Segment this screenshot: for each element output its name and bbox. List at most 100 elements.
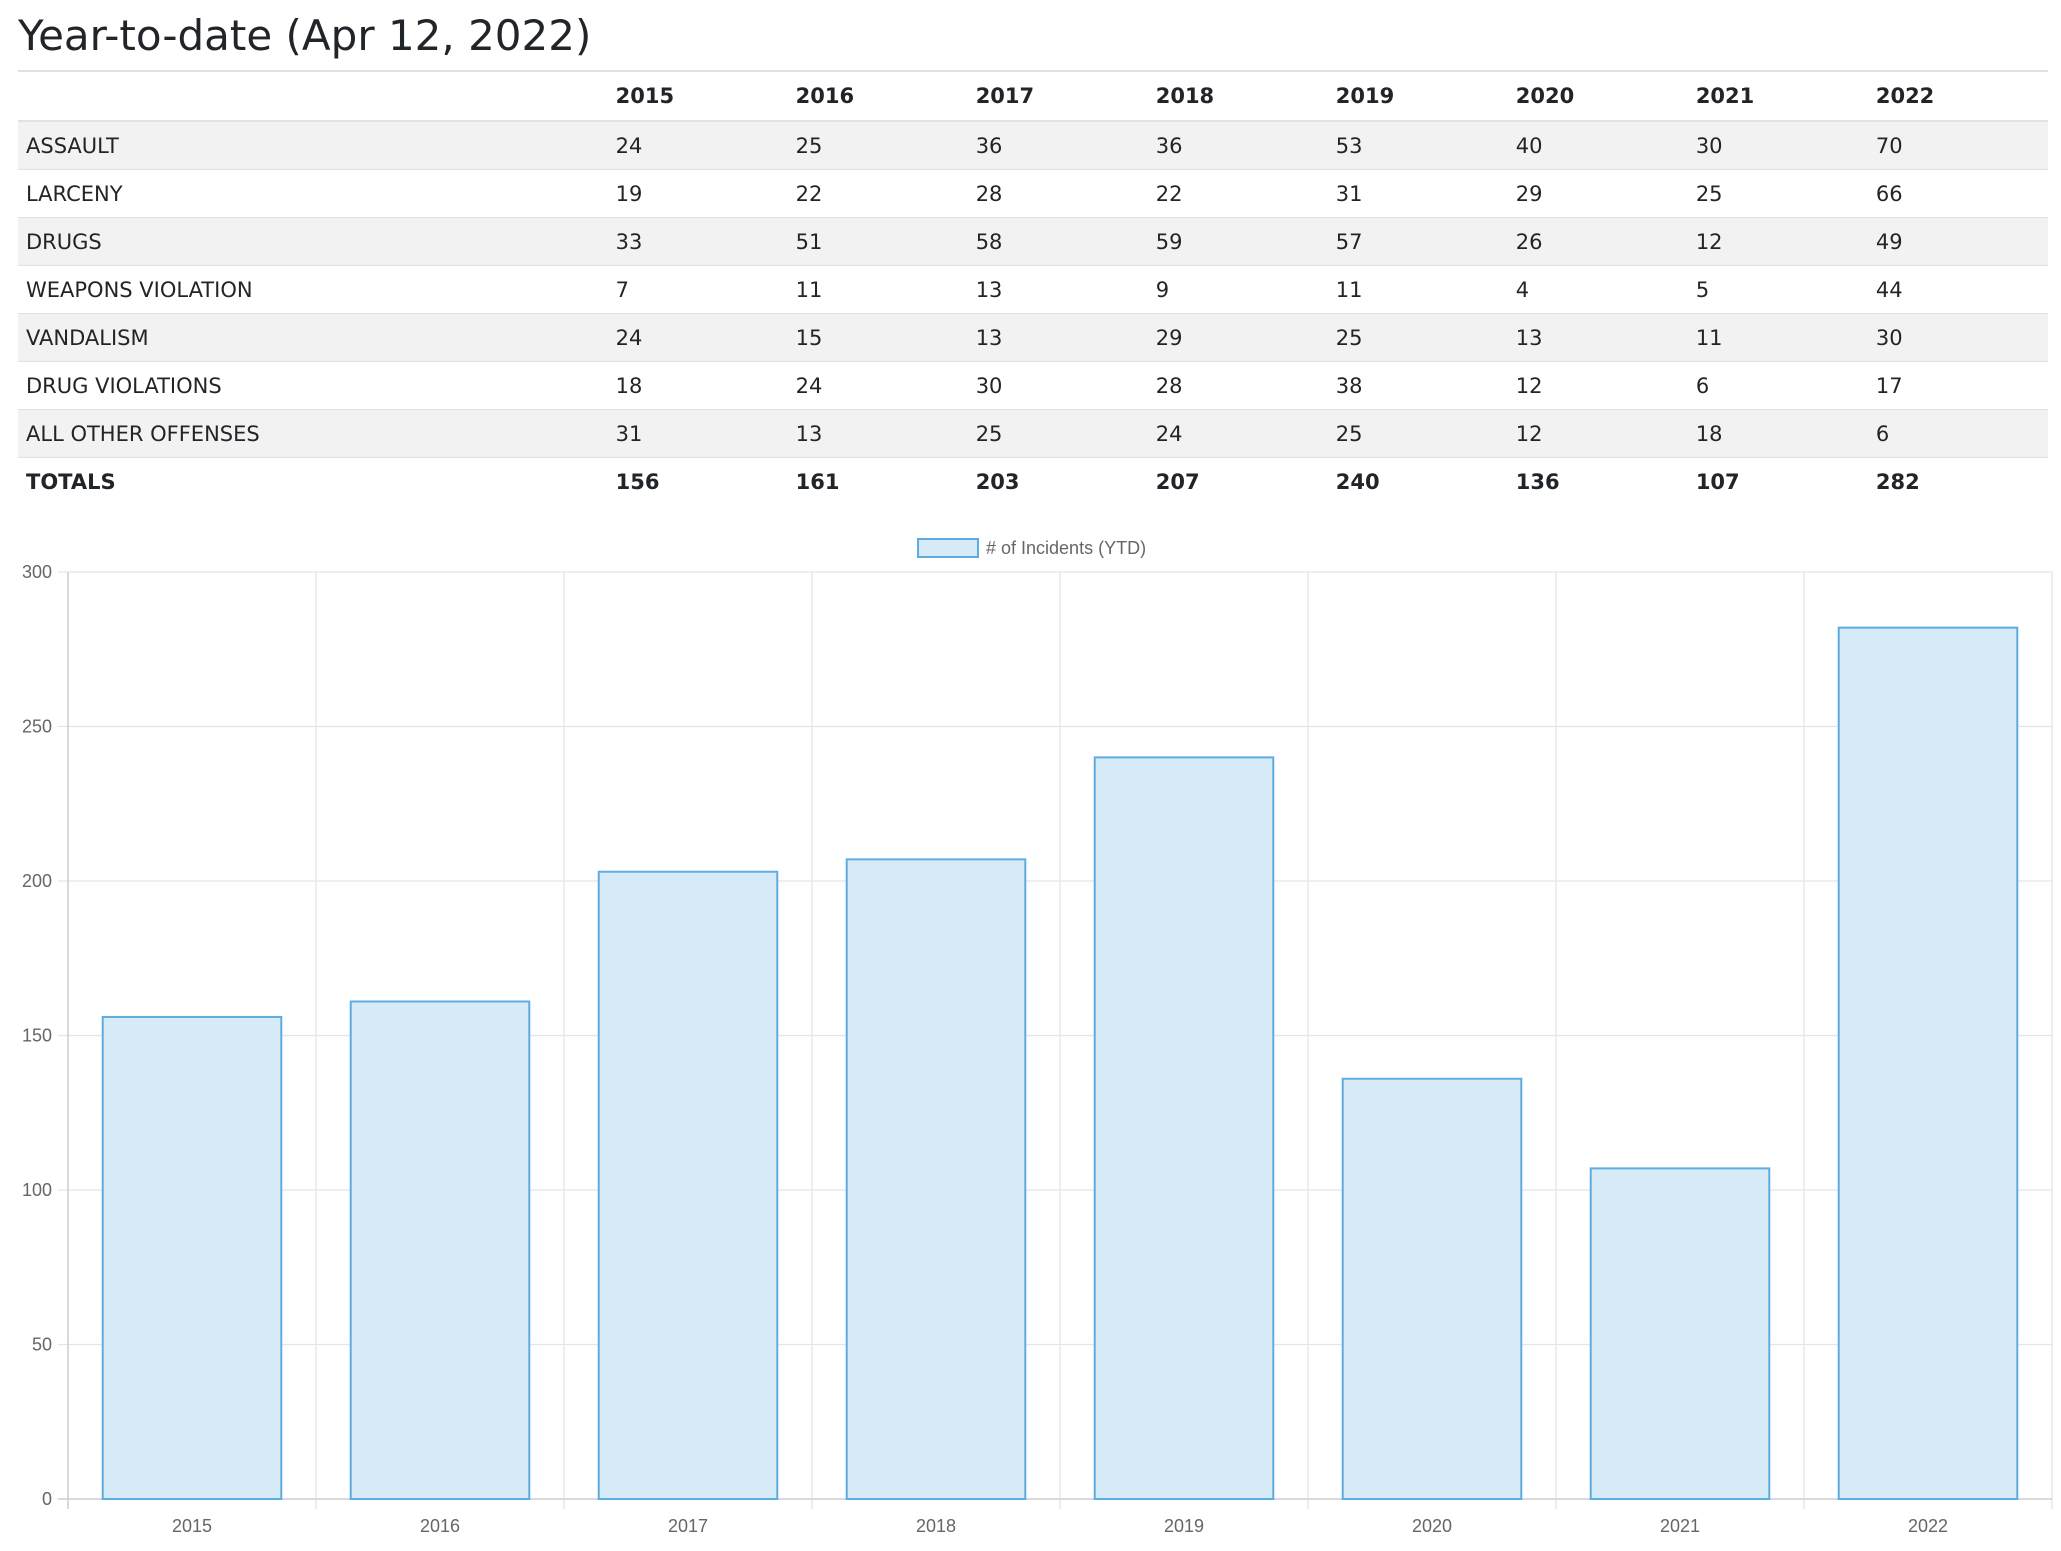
bar-2017[interactable]: [597, 870, 779, 1501]
table-cell: 30: [1867, 313, 2048, 362]
table-cell: 22: [787, 169, 968, 218]
table-cell: 12: [1507, 409, 1688, 458]
table-cell: 70: [1867, 120, 2048, 170]
legend-swatch[interactable]: [917, 538, 979, 558]
table-cell: 11: [1687, 313, 1868, 362]
totals-cell: 107: [1687, 457, 1868, 505]
totals-cell: 282: [1867, 457, 2048, 505]
totals-cell: 156: [607, 457, 788, 505]
table-row: VANDALISM 24 15 13 29 25 13 11 30: [18, 313, 2048, 362]
row-label: ALL OTHER OFFENSES: [18, 409, 608, 458]
table-row: WEAPONS VIOLATION 7 11 13 9 11 4 5 44: [18, 265, 2048, 314]
x-tick-label: 2022: [1908, 1516, 1948, 1536]
table-cell: 13: [967, 265, 1148, 314]
table-cell: 18: [607, 361, 788, 410]
table-cell: 25: [1327, 409, 1508, 458]
totals-cell: 136: [1507, 457, 1688, 505]
table-row: ASSAULT 24 25 36 36 53 40 30 70: [18, 120, 2048, 170]
table-cell: 25: [967, 409, 1148, 458]
y-tick-label: 0: [42, 1489, 52, 1509]
x-tick-label: 2020: [1412, 1516, 1452, 1536]
column-header-2017: 2017: [967, 70, 1148, 122]
totals-row: TOTALS 156 161 203 207 240 136 107 282: [18, 457, 2048, 505]
totals-cell: 161: [787, 457, 968, 505]
table-header-row: 2015 2016 2017 2018 2019 2020 2021 2022: [18, 70, 2048, 122]
bar-2015[interactable]: [101, 1015, 283, 1500]
table-cell: 58: [967, 217, 1148, 266]
table-cell: 59: [1147, 217, 1328, 266]
y-tick-label: 200: [22, 871, 52, 891]
bar-2021[interactable]: [1589, 1167, 1771, 1500]
y-tick-label: 250: [22, 717, 52, 737]
table-cell: 12: [1687, 217, 1868, 266]
table-cell: 24: [1147, 409, 1328, 458]
x-tick-label: 2019: [1164, 1516, 1204, 1536]
table-cell: 25: [787, 120, 968, 170]
totals-cell: 207: [1147, 457, 1328, 505]
column-header-2019: 2019: [1327, 70, 1508, 122]
row-label: LARCENY: [18, 169, 608, 218]
table-cell: 31: [1327, 169, 1508, 218]
page-title: Year-to-date (Apr 12, 2022): [18, 11, 592, 60]
table-cell: 25: [1687, 169, 1868, 218]
table-cell: 4: [1507, 265, 1688, 314]
column-header-2022: 2022: [1867, 70, 2048, 122]
table-cell: 11: [787, 265, 968, 314]
table-cell: 51: [787, 217, 968, 266]
table-cell: 38: [1327, 361, 1508, 410]
row-label: ASSAULT: [18, 120, 608, 170]
table-cell: 28: [967, 169, 1148, 218]
table-row: DRUGS 33 51 58 59 57 26 12 49: [18, 217, 2048, 266]
table-cell: 25: [1327, 313, 1508, 362]
table-cell: 49: [1867, 217, 2048, 266]
y-tick-label: 100: [22, 1180, 52, 1200]
table-cell: 29: [1147, 313, 1328, 362]
table-body: ASSAULT 24 25 36 36 53 40 30 70 LARCENY 19 22 28 22 31…: [18, 120, 2048, 505]
table-cell: 6: [1867, 409, 2048, 458]
bar-2016[interactable]: [349, 1000, 531, 1500]
bar-2019[interactable]: [1093, 756, 1275, 1500]
table-cell: 44: [1867, 265, 2048, 314]
column-header-category: [18, 70, 608, 122]
x-tick-label: 2018: [916, 1516, 956, 1536]
table-cell: 13: [967, 313, 1148, 362]
bar-2020[interactable]: [1341, 1077, 1523, 1500]
table-cell: 17: [1867, 361, 2048, 410]
table-cell: 22: [1147, 169, 1328, 218]
table-cell: 19: [607, 169, 788, 218]
y-tick-label: 300: [22, 562, 52, 582]
table-cell: 13: [787, 409, 968, 458]
table-cell: 40: [1507, 120, 1688, 170]
table-cell: 36: [967, 120, 1148, 170]
column-header-2016: 2016: [787, 70, 968, 122]
bar-2018[interactable]: [845, 858, 1027, 1500]
table-cell: 15: [787, 313, 968, 362]
incidents-bar-chart: 0 50 100 150 200 250 300 2015 2016 2017 2018 2019 20…: [22, 538, 2053, 1536]
totals-cell: 240: [1327, 457, 1508, 505]
table-cell: 31: [607, 409, 788, 458]
table-cell: 11: [1327, 265, 1508, 314]
row-label: DRUGS: [18, 217, 608, 266]
y-tick-label: 150: [22, 1026, 52, 1046]
ytd-table: 2015 2016 2017 2018 2019 2020 2021 2022 …: [18, 70, 2048, 505]
table-cell: 12: [1507, 361, 1688, 410]
column-header-2020: 2020: [1507, 70, 1688, 122]
bar-2022[interactable]: [1837, 626, 2019, 1501]
table-cell: 9: [1147, 265, 1328, 314]
table-cell: 53: [1327, 120, 1508, 170]
table-cell: 7: [607, 265, 788, 314]
table-cell: 24: [787, 361, 968, 410]
x-tick-label: 2016: [420, 1516, 460, 1536]
table-cell: 30: [967, 361, 1148, 410]
table-cell: 33: [607, 217, 788, 266]
column-header-2015: 2015: [607, 70, 788, 122]
legend-label[interactable]: # of Incidents (YTD): [986, 538, 1146, 558]
row-label: VANDALISM: [18, 313, 608, 362]
table-cell: 57: [1327, 217, 1508, 266]
table-cell: 66: [1867, 169, 2048, 218]
totals-label: TOTALS: [18, 457, 608, 505]
table-cell: 18: [1687, 409, 1868, 458]
row-label: DRUG VIOLATIONS: [18, 361, 608, 410]
column-header-2018: 2018: [1147, 70, 1328, 122]
table-cell: 24: [607, 313, 788, 362]
